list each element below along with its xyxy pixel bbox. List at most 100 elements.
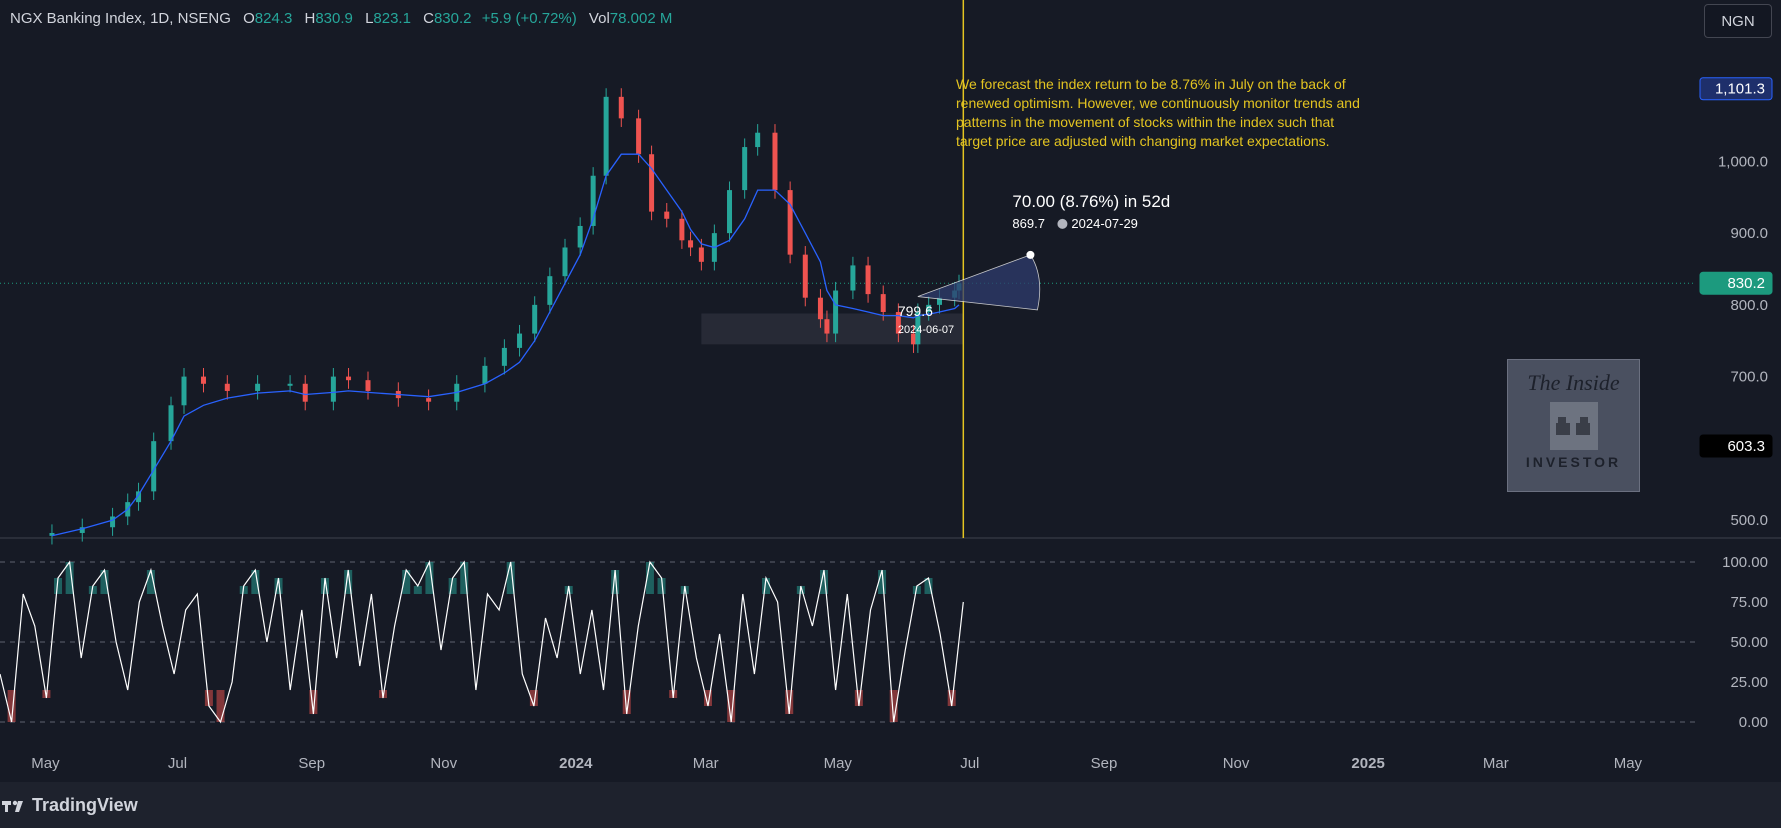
chart-grid bbox=[0, 0, 1781, 782]
candle-body bbox=[181, 376, 187, 406]
measure-title: 70.00 (8.76%) in 52d bbox=[1012, 192, 1170, 211]
candle-body bbox=[817, 297, 823, 320]
open-value: 824.3 bbox=[254, 10, 293, 27]
oscillator-tick-label: 25.00 bbox=[1730, 674, 1768, 691]
moving-average-line bbox=[51, 153, 960, 537]
candle-body bbox=[577, 225, 583, 248]
candle-body bbox=[330, 376, 336, 402]
candle-body bbox=[787, 190, 793, 255]
oversold-fill bbox=[889, 690, 898, 722]
high-label: H bbox=[304, 10, 316, 27]
forecast-measure-shape: 70.00 (8.76%) in 52d 869.7 2024-07-29 799.6… bbox=[898, 192, 1170, 336]
price-tick-label: 1,000.0 bbox=[1718, 153, 1768, 170]
price-tick-label: 800.0 bbox=[1730, 297, 1768, 314]
candle-body bbox=[850, 265, 856, 291]
candle-body bbox=[865, 265, 871, 295]
candle-body bbox=[547, 276, 553, 305]
candle-body bbox=[911, 333, 917, 345]
time-tick-label: Jul bbox=[960, 755, 979, 772]
time-tick-label: May bbox=[31, 755, 60, 772]
forecast-note: We forecast the index return to be 8.76%… bbox=[956, 76, 1360, 149]
time-tick-label: Mar bbox=[693, 755, 719, 772]
time-tick-label: Mar bbox=[1483, 755, 1509, 772]
time-tick-label: Sep bbox=[298, 755, 325, 772]
oscillator-tick-label: 0.00 bbox=[1739, 714, 1768, 731]
symbol-title: NGX Banking Index, 1D, NSENG bbox=[10, 10, 231, 27]
candle-body bbox=[915, 312, 921, 345]
overbought-fill bbox=[425, 562, 434, 594]
oversold-fill bbox=[204, 690, 213, 706]
price-tag-box bbox=[1699, 77, 1773, 101]
volume-value: 78.002 M bbox=[609, 10, 673, 27]
overbought-fill bbox=[657, 578, 666, 594]
time-tick-label: May bbox=[1614, 755, 1643, 772]
candle-body bbox=[772, 132, 778, 191]
price-tag-box bbox=[1699, 434, 1773, 458]
overbought-fill bbox=[274, 578, 283, 594]
overbought-fill bbox=[146, 570, 155, 594]
candle-body bbox=[618, 96, 624, 119]
candle-body bbox=[880, 294, 886, 313]
overbought-fill bbox=[611, 570, 620, 594]
measure-target-date: 2024-07-29 bbox=[1071, 216, 1138, 231]
time-tick-label: Jul bbox=[168, 755, 187, 772]
candle-body bbox=[679, 218, 685, 241]
overbought-fill bbox=[320, 578, 329, 594]
candle-body bbox=[168, 405, 174, 442]
price-tick-label: 500.0 bbox=[1730, 512, 1768, 529]
close-value: 830.2 bbox=[433, 10, 472, 27]
overbought-fill bbox=[448, 578, 457, 594]
candle-body bbox=[688, 240, 694, 248]
oversold-fill bbox=[854, 690, 863, 706]
candle-body bbox=[664, 211, 670, 219]
candle-body bbox=[110, 516, 116, 528]
oscillator-tick-label: 75.00 bbox=[1730, 594, 1768, 611]
symbol-legend: NGX Banking Index, 1D, NSENG O824.3 H830… bbox=[10, 10, 672, 27]
tradingview-logo[interactable]: TradingView bbox=[2, 795, 138, 816]
brand-subtitle: INVESTOR bbox=[1525, 454, 1622, 470]
overbought-fill bbox=[251, 570, 260, 594]
overbought-fill bbox=[65, 562, 74, 594]
candle-body bbox=[562, 247, 568, 277]
time-tick-label: 2025 bbox=[1351, 755, 1384, 772]
candle-body bbox=[603, 96, 609, 176]
candle-body bbox=[833, 290, 839, 334]
candle-body bbox=[200, 376, 206, 384]
candle-body bbox=[302, 383, 308, 402]
footer-bar bbox=[0, 782, 1781, 828]
candle-body bbox=[755, 132, 761, 148]
price-tag-label: 830.2 bbox=[1727, 275, 1765, 292]
candle-body bbox=[151, 441, 157, 492]
overbought-fill bbox=[762, 578, 771, 594]
time-tick-label: Nov bbox=[430, 755, 457, 772]
change-value: +5.9 (+0.72%) bbox=[481, 10, 577, 27]
forecast-target-point bbox=[1026, 250, 1035, 259]
chart-background bbox=[0, 0, 1781, 782]
low-price-label: 799.6 bbox=[898, 303, 933, 319]
time-tick-label: 2024 bbox=[559, 755, 593, 772]
axis-background bbox=[1695, 0, 1781, 782]
low-label: L bbox=[365, 10, 374, 27]
overbought-fill bbox=[413, 586, 422, 594]
candle-body bbox=[287, 383, 293, 386]
open-label: O bbox=[243, 10, 255, 27]
oversold-fill bbox=[216, 690, 225, 722]
clock-icon bbox=[1057, 218, 1068, 229]
oversold-fill bbox=[727, 690, 736, 722]
candle-body bbox=[482, 365, 488, 384]
currency-button[interactable]: NGN bbox=[1704, 4, 1772, 38]
time-axis: May Jul Sep Nov 2024 Mar May Jul Sep Nov 2025 Mar Ma… bbox=[31, 755, 1642, 772]
measure-target-price: 869.7 bbox=[1012, 216, 1045, 231]
oversold-fill bbox=[529, 690, 538, 706]
candle-body bbox=[517, 333, 523, 348]
time-tick-label: Sep bbox=[1091, 755, 1118, 772]
candle-body bbox=[636, 118, 642, 155]
candle-body bbox=[79, 527, 85, 533]
low-date-label: 2024-06-07 bbox=[898, 324, 954, 336]
overbought-fill bbox=[912, 586, 921, 594]
oscillator-tick-label: 50.00 bbox=[1730, 634, 1768, 651]
tradingview-icon bbox=[2, 800, 23, 812]
high-value: 830.9 bbox=[315, 10, 353, 27]
candle-body bbox=[937, 297, 943, 305]
